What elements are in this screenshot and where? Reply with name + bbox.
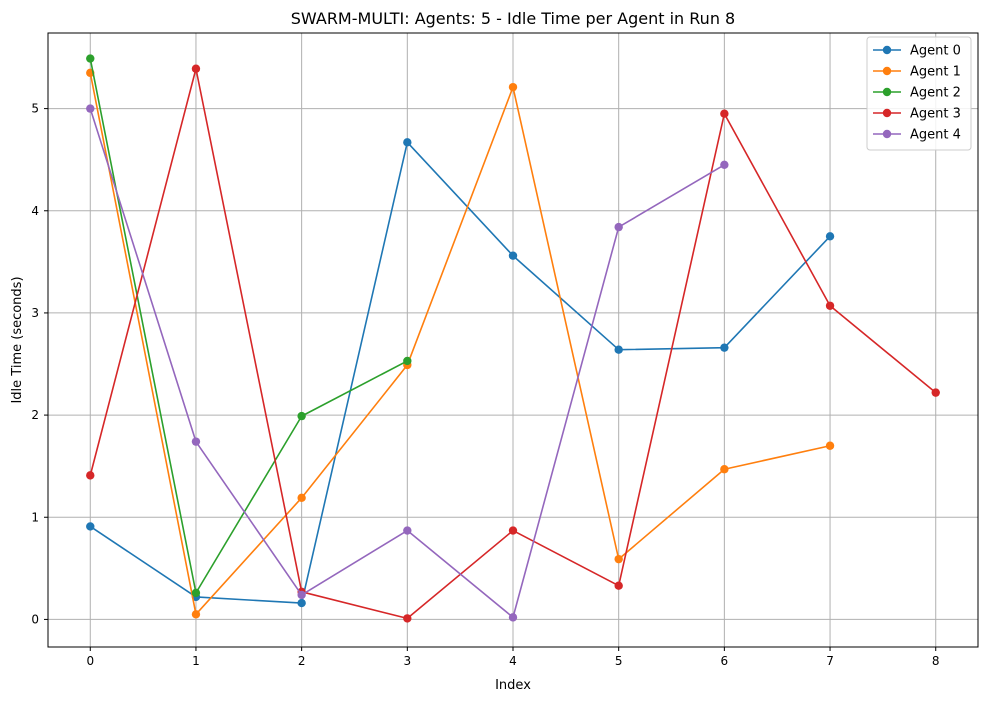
series-line	[89, 72, 831, 616]
legend-marker	[882, 129, 892, 139]
data-point	[614, 345, 623, 354]
data-point	[191, 588, 201, 598]
data-point	[86, 471, 95, 480]
series-agent-2	[86, 54, 412, 598]
data-point	[720, 109, 729, 118]
x-tick-label: 5	[615, 654, 623, 668]
legend-label: Agent 3	[910, 107, 961, 122]
data-point	[297, 590, 306, 600]
data-point	[191, 610, 201, 619]
series-line	[89, 58, 408, 594]
legend-item: Agent 1	[873, 65, 961, 80]
chart-title: SWARM-MULTI: Agents: 5 - Idle Time per A…	[291, 9, 735, 28]
data-point	[403, 356, 412, 366]
x-tick-label: 2	[298, 654, 306, 668]
y-tick-label: 2	[31, 408, 39, 422]
data-point	[720, 343, 729, 352]
y-tick-label: 1	[31, 510, 39, 524]
data-point	[508, 251, 518, 260]
series-agent-0	[86, 138, 835, 608]
data-point	[825, 232, 835, 241]
data-point	[614, 222, 623, 232]
x-axis-label: Index	[495, 678, 531, 693]
legend-marker	[882, 45, 892, 55]
data-point	[931, 388, 940, 397]
data-point	[191, 437, 201, 446]
legend-item: Agent 4	[873, 128, 961, 143]
series-layer	[86, 54, 940, 623]
series-line	[89, 141, 831, 604]
legend-label: Agent 1	[910, 65, 961, 80]
legend-label: Agent 0	[910, 44, 961, 59]
data-point	[403, 526, 412, 535]
series-agent-1	[86, 68, 835, 619]
data-point	[614, 581, 623, 590]
data-point	[508, 613, 518, 622]
data-point	[86, 54, 95, 63]
x-tick-label: 6	[721, 654, 729, 668]
x-tick-label: 7	[826, 654, 834, 668]
legend-marker	[882, 66, 892, 76]
y-tick-label: 3	[31, 306, 39, 320]
grid	[48, 33, 978, 647]
data-point	[86, 104, 95, 113]
data-point	[720, 465, 729, 474]
legend-label: Agent 4	[910, 128, 961, 143]
legend-box	[866, 36, 972, 151]
legend: Agent 0 Agent 1 Agent 2 Agent 3 Agent 4	[866, 36, 972, 151]
data-point	[403, 614, 412, 623]
x-tick-label: 4	[509, 654, 517, 668]
data-point	[297, 411, 306, 421]
data-point	[720, 160, 729, 169]
data-point	[508, 526, 518, 535]
legend-marker	[882, 87, 892, 97]
y-tick-label: 0	[31, 612, 39, 626]
data-point	[86, 522, 95, 531]
data-point	[297, 493, 306, 503]
legend-marker	[882, 108, 892, 118]
series-agent-4	[86, 104, 729, 622]
x-tick-label: 3	[403, 654, 411, 668]
x-tick-label: 8	[932, 654, 940, 668]
data-point	[297, 598, 306, 608]
x-tick-label: 0	[86, 654, 94, 668]
series-agent-3	[86, 64, 940, 623]
data-point	[825, 301, 835, 310]
y-tick-label: 5	[31, 102, 39, 116]
data-point	[403, 138, 412, 147]
data-point	[614, 554, 623, 564]
y-axis-label: Idle Time (seconds)	[10, 276, 25, 403]
legend-item: Agent 2	[873, 86, 961, 101]
x-tick-label: 1	[192, 654, 200, 668]
y-tick-label: 4	[31, 204, 39, 218]
data-point	[508, 82, 518, 92]
data-point	[825, 441, 835, 450]
axis-ticks: 0 1 2 3 4 5 6 7 8 0 1 2 3 4 5	[31, 102, 939, 668]
data-point	[191, 64, 201, 73]
legend-item: Agent 3	[873, 107, 961, 122]
legend-label: Agent 2	[910, 86, 961, 101]
legend-item: Agent 0	[873, 44, 961, 59]
